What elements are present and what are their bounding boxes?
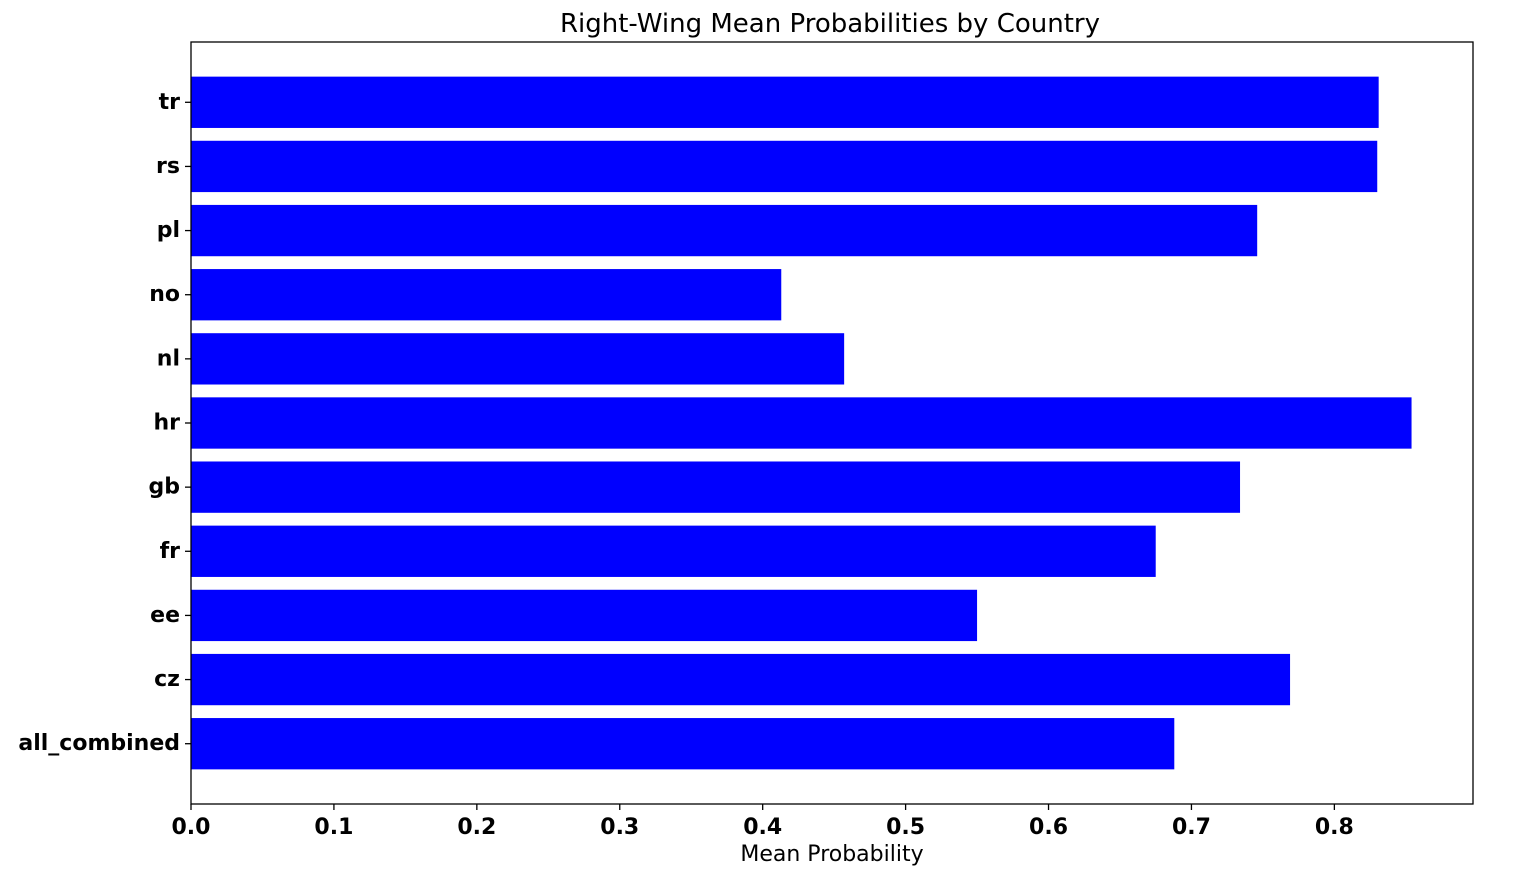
bar-hr: [191, 397, 1412, 449]
x-tick-label-4: 0.4: [743, 815, 782, 840]
x-tick-label-0: 0.0: [172, 815, 211, 840]
bar-tr: [191, 76, 1379, 128]
bar-ee: [191, 589, 978, 642]
chart-title: Right-Wing Mean Probabilities by Country: [560, 9, 1100, 39]
bar-cz: [191, 653, 1291, 706]
y-tick-label-rs: rs: [156, 154, 180, 179]
y-tick-label-all_combined: all_combined: [18, 731, 180, 756]
bar-no: [191, 269, 782, 321]
x-tick-label-1: 0.1: [314, 815, 353, 840]
y-axis-ticks: all_combined cz ee fr gb hr nl no pl rs tr: [18, 90, 191, 756]
x-tick-label-6: 0.6: [1029, 815, 1068, 840]
x-tick-label-3: 0.3: [600, 815, 639, 840]
x-tick-label-5: 0.5: [886, 815, 925, 840]
bar-rs: [191, 140, 1378, 193]
bar-fr: [191, 525, 1156, 577]
y-tick-label-hr: hr: [153, 411, 180, 436]
y-tick-label-tr: tr: [159, 90, 181, 115]
y-tick-label-ee: ee: [150, 603, 180, 628]
bars-group: [191, 76, 1412, 770]
y-tick-label-pl: pl: [157, 218, 180, 243]
x-tick-label-7: 0.7: [1172, 815, 1211, 840]
bar-all_combined: [191, 718, 1175, 770]
y-tick-label-no: no: [149, 282, 180, 307]
bar-gb: [191, 461, 1241, 513]
y-tick-label-nl: nl: [157, 346, 180, 371]
y-tick-label-gb: gb: [149, 475, 181, 500]
y-tick-label-fr: fr: [160, 539, 181, 564]
bar-nl: [191, 333, 845, 385]
x-tick-label-8: 0.8: [1315, 815, 1354, 840]
y-tick-label-cz: cz: [154, 667, 180, 692]
x-axis-ticks: 0.0 0.1 0.2 0.3 0.4 0.5 0.6 0.7 0.8: [172, 804, 1354, 840]
x-axis-label: Mean Probability: [740, 842, 923, 867]
x-tick-label-2: 0.2: [457, 815, 496, 840]
bar-pl: [191, 204, 1258, 257]
